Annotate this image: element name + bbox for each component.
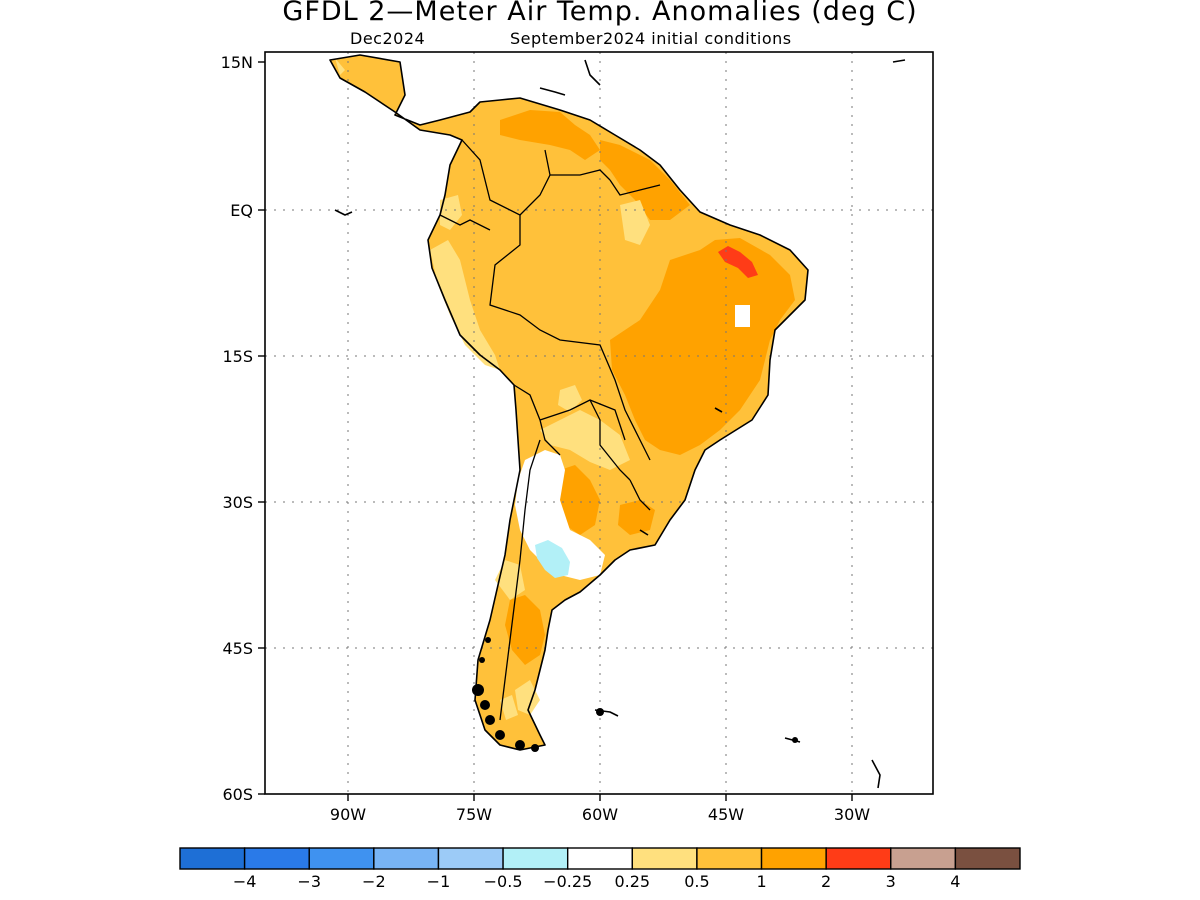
colorbar-swatch <box>437 847 504 870</box>
lat-ticks <box>258 61 265 795</box>
colorbar-swatch <box>631 847 698 870</box>
lat-label-15s: 15S <box>222 347 253 366</box>
colorbar-swatch <box>243 847 310 870</box>
colorbar-swatch <box>825 847 892 870</box>
colorbar-swatch <box>179 847 246 870</box>
colorbar-swatch <box>696 847 763 870</box>
anomaly-region-red <box>718 246 758 278</box>
fjord-coast <box>472 637 798 752</box>
lat-label-45s: 45S <box>222 639 253 658</box>
colorbar-swatch <box>954 847 1021 870</box>
country-borders <box>439 139 661 721</box>
lat-label-15n: 15N <box>221 53 253 72</box>
colorbar-tick-label: 0.5 <box>684 872 709 891</box>
colorbar-tick-label: 2 <box>821 872 831 891</box>
colorbar-tick-label: −0.25 <box>543 872 592 891</box>
colorbar-labels: −4 −3 −2 −1 −0.5 −0.25 0.25 0.5 1 2 3 4 <box>233 872 961 891</box>
colorbar-swatch <box>566 847 634 870</box>
lat-label-eq: EQ <box>230 201 253 220</box>
lon-label-45w: 45W <box>708 805 744 824</box>
colorbar-tick-label: 1 <box>756 872 766 891</box>
colorbar-swatch <box>308 847 375 870</box>
anomaly-region-orange <box>610 238 795 455</box>
map-area <box>265 52 933 794</box>
lon-label-75w: 75W <box>456 805 492 824</box>
lon-label-90w: 90W <box>330 805 366 824</box>
map-frame <box>264 51 934 795</box>
lat-label-30s: 30S <box>222 493 253 512</box>
colorbar-tick-label: −3 <box>297 872 321 891</box>
colorbar-tick-label: −1 <box>427 872 451 891</box>
initial-conditions-label: September2024 initial conditions <box>510 29 792 48</box>
map-title: GFDL 2—Meter Air Temp. Anomalies (deg C) <box>282 0 918 27</box>
colorbar-tick-label: 3 <box>886 872 896 891</box>
colorbar-swatch <box>373 847 440 870</box>
colorbar-tick-label: 4 <box>950 872 960 891</box>
colorbar-swatch <box>760 847 827 870</box>
anomaly-region-light-cyan <box>535 540 570 578</box>
anomaly-region-yellow <box>430 240 500 370</box>
colorbar-swatch <box>502 847 569 870</box>
forecast-month: Dec2024 <box>350 29 426 48</box>
lat-label-60s: 60S <box>222 785 253 804</box>
lon-ticks <box>347 794 853 801</box>
colorbar-tick-label: 0.25 <box>614 872 650 891</box>
colorbar-tick-label: −2 <box>362 872 386 891</box>
colorbar-tick-label: −4 <box>233 872 257 891</box>
lon-label-30w: 30W <box>834 805 870 824</box>
lon-label-60w: 60W <box>582 805 618 824</box>
colorbar-swatch <box>890 847 957 870</box>
colorbar-tick-label: −0.5 <box>484 872 523 891</box>
colorbar <box>179 847 1021 870</box>
